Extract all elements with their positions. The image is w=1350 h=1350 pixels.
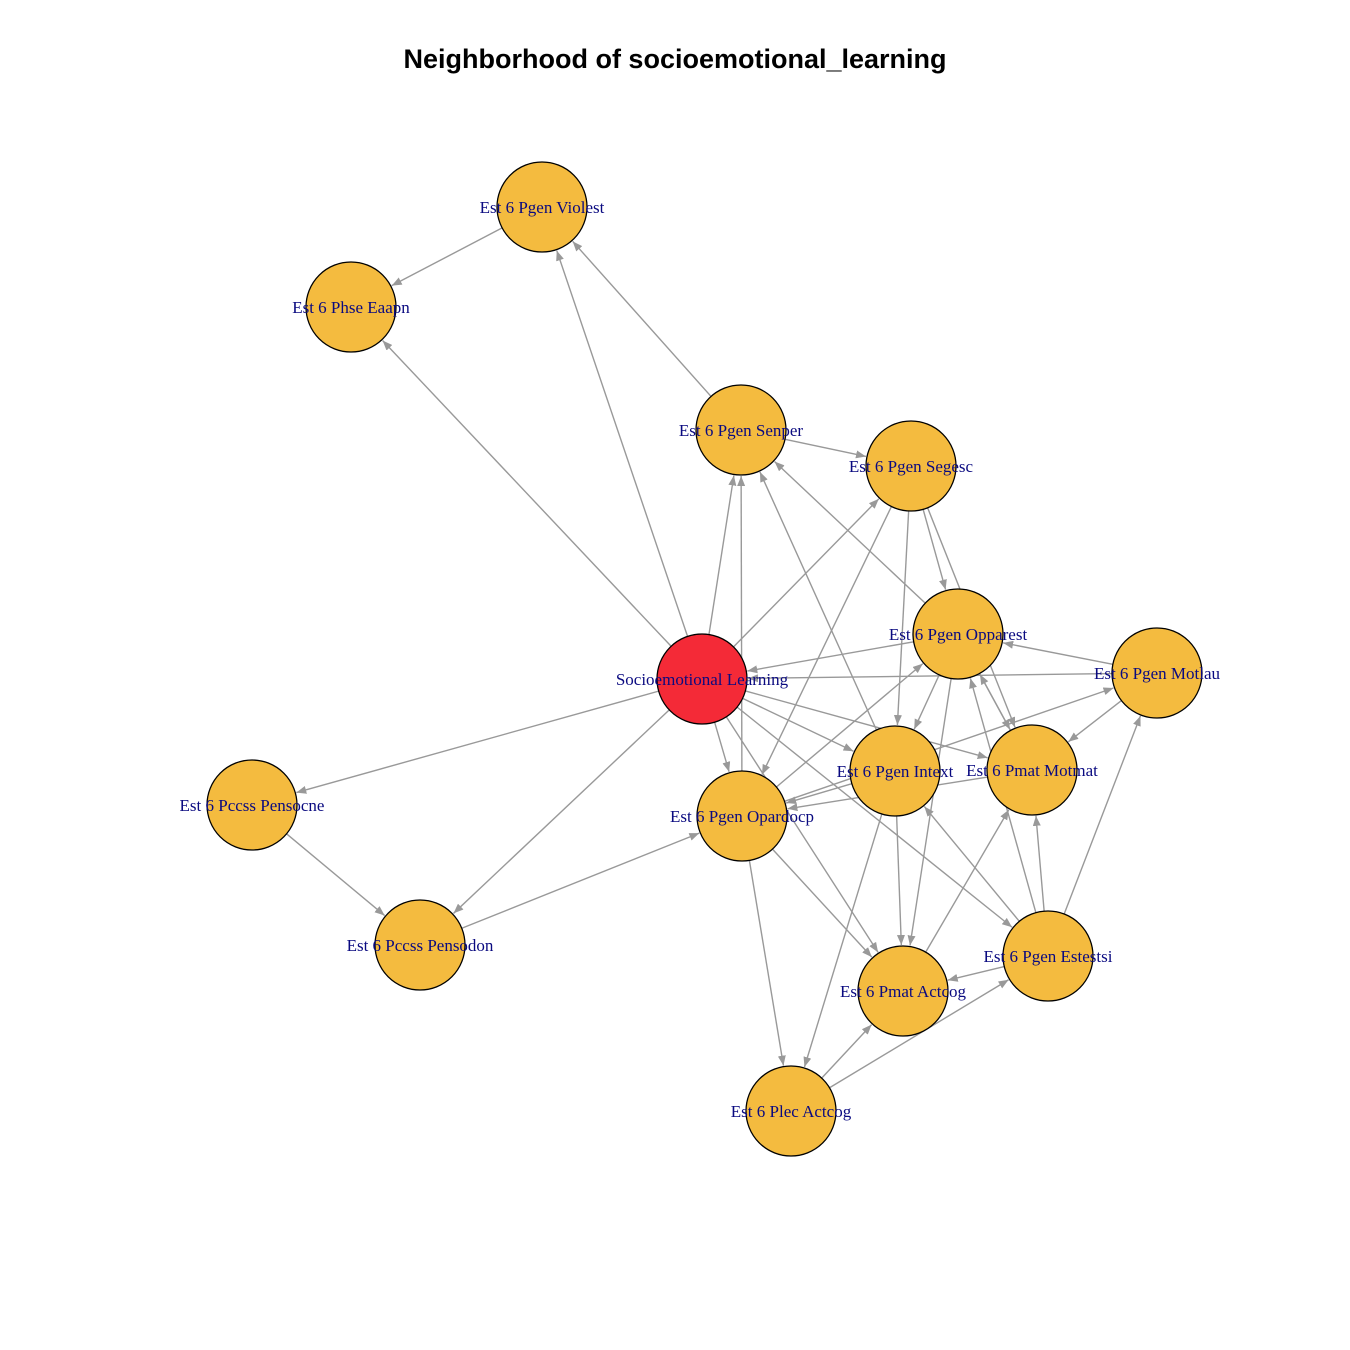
edge-sel-to-pensodon bbox=[452, 709, 670, 914]
edge-segesc-to-intext bbox=[893, 510, 910, 726]
edge-sel-to-motmat bbox=[745, 690, 988, 759]
edge-estestsi-to-motmat bbox=[1032, 815, 1045, 912]
edge-segesc-to-opardocp bbox=[761, 506, 893, 775]
edge-senper-to-segesc bbox=[784, 438, 867, 459]
node-pmatactcog bbox=[857, 945, 949, 1037]
node-label-opparest: Est 6 Pgen Opparest bbox=[889, 625, 1028, 644]
edge-opardocp-to-opparest bbox=[775, 663, 924, 788]
edge-estestsi-to-intext bbox=[923, 806, 1020, 922]
edge-opparest-to-intext bbox=[913, 674, 940, 730]
node-eaapn bbox=[305, 261, 397, 353]
node-opardocp bbox=[696, 770, 788, 862]
node-sel bbox=[656, 633, 748, 725]
edge-intext-to-senper bbox=[759, 471, 878, 731]
edge-motlau-to-motmat bbox=[1067, 700, 1122, 743]
edge-motmat-to-opparest bbox=[979, 674, 1012, 731]
node-label-motlau: Est 6 Pgen Motlau bbox=[1094, 664, 1221, 683]
edge-sel-to-opardocp bbox=[713, 722, 731, 773]
node-label-senper: Est 6 Pgen Senper bbox=[679, 421, 804, 440]
edge-opparest-to-senper bbox=[774, 460, 926, 604]
node-label-motmat: Est 6 Pmat Motmat bbox=[966, 761, 1098, 780]
edge-sel-to-intext bbox=[742, 697, 854, 752]
edge-sel-to-pmatactcog bbox=[725, 716, 879, 953]
node-label-sel: Socioemotional Learning bbox=[616, 670, 789, 689]
edge-intext-to-pmatactcog bbox=[895, 815, 905, 946]
edge-pensodon-to-opardocp bbox=[461, 832, 700, 929]
node-layer bbox=[206, 161, 1203, 1157]
edge-sel-to-segesc bbox=[733, 498, 880, 648]
edge-layer bbox=[286, 227, 1142, 1089]
edge-opparest-to-pmatactcog bbox=[907, 678, 952, 946]
node-motmat bbox=[986, 724, 1078, 816]
node-label-eaapn: Est 6 Phse Eaapn bbox=[292, 298, 410, 317]
node-label-segesc: Est 6 Pgen Segesc bbox=[849, 457, 974, 476]
edge-sel-to-senper bbox=[708, 475, 737, 635]
node-label-pensocne: Est 6 Pccss Pensocne bbox=[180, 796, 325, 815]
node-estestsi bbox=[1002, 910, 1094, 1002]
node-label-estestsi: Est 6 Pgen Estestsi bbox=[984, 947, 1113, 966]
node-label-intext: Est 6 Pgen Intext bbox=[837, 762, 954, 781]
edge-opardocp-to-pmatactcog bbox=[771, 848, 873, 958]
node-label-opardocp: Est 6 Pgen Opardocp bbox=[670, 807, 814, 826]
node-label-violest: Est 6 Pgen Violest bbox=[480, 198, 605, 217]
edge-opardocp-to-plecactcog bbox=[748, 860, 786, 1066]
edge-motlau-to-sel bbox=[747, 672, 1113, 683]
edge-opparest-to-sel bbox=[747, 641, 914, 674]
node-intext bbox=[849, 725, 941, 817]
node-pensodon bbox=[374, 899, 466, 991]
edge-intext-to-opardocp bbox=[785, 783, 853, 805]
node-label-pensodon: Est 6 Pccss Pensodon bbox=[347, 936, 494, 955]
node-plecactcog bbox=[745, 1065, 837, 1157]
node-label-plecactcog: Est 6 Plec Actcog bbox=[731, 1102, 852, 1121]
edge-pmatactcog-to-motmat bbox=[925, 809, 1010, 953]
node-motlau bbox=[1111, 627, 1203, 719]
edge-plecactcog-to-pmatactcog bbox=[821, 1024, 873, 1079]
edge-senper-to-violest bbox=[572, 240, 712, 397]
edge-opardocp-to-motlau bbox=[784, 687, 1114, 803]
edge-estestsi-to-pmatactcog bbox=[947, 965, 1005, 982]
edge-sel-to-eaapn bbox=[382, 339, 672, 647]
edge-pensocne-to-pensodon bbox=[286, 833, 386, 917]
edge-sel-to-violest bbox=[556, 250, 689, 637]
edge-opardocp-to-senper bbox=[737, 475, 746, 772]
label-layer: Socioemotional Learning Est 6 Pgen Violes… bbox=[180, 198, 1221, 1121]
edge-plecactcog-to-estestsi bbox=[829, 979, 1009, 1089]
edge-segesc-to-opparest bbox=[922, 509, 947, 590]
edge-sel-to-pensocne bbox=[296, 690, 659, 794]
node-label-pmatactcog: Est 6 Pmat Actcog bbox=[840, 982, 967, 1001]
edge-violest-to-eaapn bbox=[391, 227, 503, 287]
edge-intext-to-plecactcog bbox=[803, 813, 883, 1068]
graph-title: Neighborhood of socioemotional_learning bbox=[403, 44, 947, 74]
node-senper bbox=[695, 384, 787, 476]
node-violest bbox=[496, 161, 588, 253]
node-pensocne bbox=[206, 759, 298, 851]
node-opparest bbox=[912, 588, 1004, 680]
edge-sel-to-estestsi bbox=[736, 706, 1013, 928]
edge-estestsi-to-motlau bbox=[1063, 715, 1142, 915]
node-segesc bbox=[865, 420, 957, 512]
edge-motlau-to-opparest bbox=[1003, 640, 1113, 666]
